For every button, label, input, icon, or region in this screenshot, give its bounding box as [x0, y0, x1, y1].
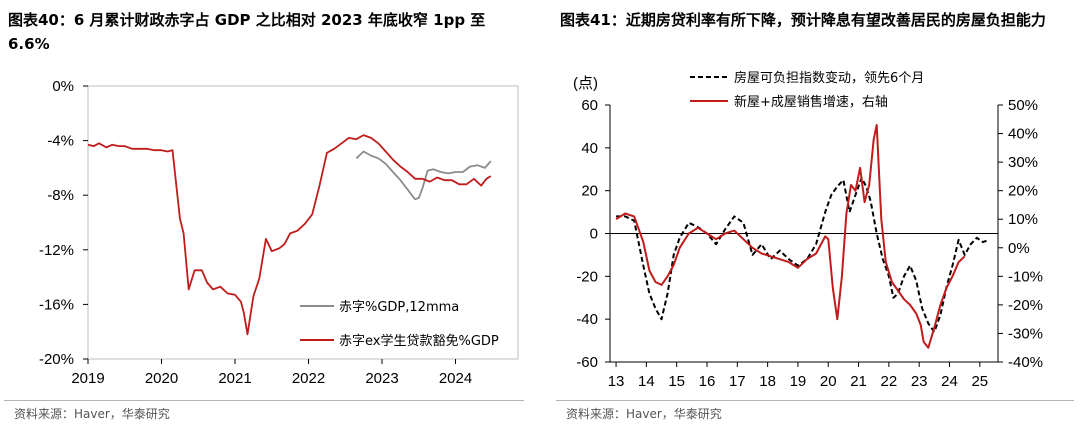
- series-line-deficit-ex-student-loan: [87, 134, 492, 336]
- series-line-deficit-12mma: [355, 150, 492, 201]
- figure-40-divider: [4, 400, 524, 401]
- y-tick-label: -12%: [39, 242, 74, 259]
- figure-41-title: 图表41：近期房贷利率有所下降，预计降息有望改善居民的房屋负担能力: [560, 11, 1046, 29]
- y-right-tick-label: -40%: [1008, 354, 1043, 371]
- x-tick-label: 19: [790, 373, 807, 390]
- x-tick-label: 20: [820, 373, 837, 390]
- plot-frame: [87, 85, 519, 360]
- x-tick-label: 22: [881, 373, 898, 390]
- x-tick-label: 14: [638, 373, 655, 390]
- x-tick-label: 2024: [439, 370, 472, 387]
- legend-label: 房屋可负担指数变动，领先6个月: [734, 70, 924, 86]
- figure-40: 图表40：6 月累计财政赤字占 GDP 之比相对 2023 年底收窄 1pp 至…: [0, 0, 530, 434]
- x-tick-label: 2020: [145, 370, 178, 387]
- y-left-tick-label: -60: [576, 354, 598, 371]
- x-tick-label: 24: [941, 373, 958, 390]
- y-left-tick-label: 20: [581, 183, 598, 200]
- x-tick-label: 2022: [292, 370, 325, 387]
- y-right-tick-label: 20%: [1008, 183, 1038, 200]
- y-right-tick-label: 40%: [1008, 126, 1038, 143]
- series-line-affordability-index: [616, 176, 990, 333]
- y-tick-label: -20%: [39, 351, 74, 368]
- figure-40-title: 图表40：6 月累计财政赤字占 GDP 之比相对 2023 年底收窄 1pp 至…: [8, 11, 486, 53]
- legend-label: 赤字ex学生贷款豁免%GDP: [339, 333, 499, 349]
- x-tick-label: 23: [911, 373, 928, 390]
- y-left-tick-label: 40: [581, 140, 598, 157]
- y-right-tick-label: 0%: [1008, 240, 1030, 257]
- y-right-tick-label: -30%: [1008, 325, 1043, 342]
- x-tick-label: 25: [971, 373, 988, 390]
- x-tick-label: 2021: [218, 370, 251, 387]
- y-left-tick-label: 60: [581, 97, 598, 114]
- figure-40-source: 资料来源：Haver，华泰研究: [14, 407, 170, 421]
- x-tick-label: 16: [699, 373, 716, 390]
- x-tick-label: 18: [759, 373, 776, 390]
- legend-label: 新屋+成屋销售增速，右轴: [734, 94, 888, 110]
- y-left-tick-label: -20: [576, 268, 598, 285]
- y-left-tick-label: 0: [590, 226, 598, 243]
- y-right-tick-label: -20%: [1008, 297, 1043, 314]
- x-tick-label: 2019: [71, 370, 104, 387]
- y-right-tick-label: 30%: [1008, 154, 1038, 171]
- y-right-tick-label: -10%: [1008, 268, 1043, 285]
- x-tick-label: 13: [608, 373, 625, 390]
- x-tick-label: 17: [729, 373, 746, 390]
- y-tick-label: -8%: [47, 187, 74, 204]
- y-tick-label: -4%: [47, 133, 74, 150]
- figure-41: 图表41：近期房贷利率有所下降，预计降息有望改善居民的房屋负担能力 (点) 60 4…: [552, 0, 1080, 434]
- y-right-tick-label: 10%: [1008, 211, 1038, 228]
- x-tick-label: 15: [668, 373, 685, 390]
- figure-41-chart: (点) 60 40 20 0 -20 -40 -60 50% 40% 30% 20% 10% 0% -10%…: [573, 70, 1043, 390]
- x-tick-label: 21: [850, 373, 867, 390]
- figure-40-chart: 0% -4% -8% -12% -16% -20% 2019 2020 2021 2022 2023…: [39, 78, 519, 387]
- figure-41-divider: [556, 400, 1074, 401]
- legend-label: 赤字%GDP,12mma: [339, 300, 459, 315]
- y-tick-label: 0%: [52, 78, 74, 95]
- series-line-home-sales-growth: [615, 124, 966, 349]
- figure-41-source: 资料来源：Haver，华泰研究: [566, 407, 722, 421]
- y-tick-label: -16%: [39, 296, 74, 313]
- y-left-tick-label: -40: [576, 311, 598, 328]
- x-tick-label: 2023: [365, 370, 398, 387]
- y-right-tick-label: 50%: [1008, 97, 1038, 114]
- left-axis-unit: (点): [573, 75, 598, 92]
